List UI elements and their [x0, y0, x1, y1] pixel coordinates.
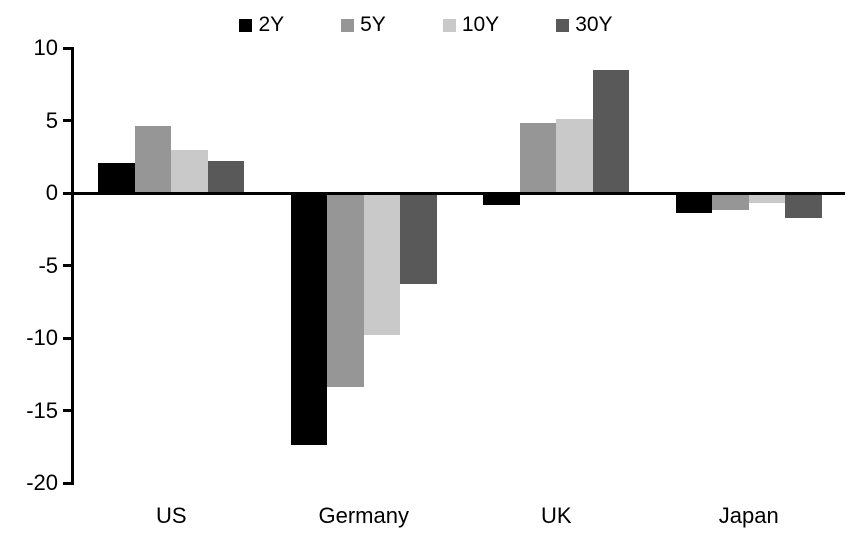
legend-item-30y: 30Y [556, 12, 613, 38]
x-category-label-uk: UK [540, 503, 572, 528]
legend-label: 30Y [575, 13, 613, 36]
y-tick-label: -5 [38, 252, 58, 278]
legend-item-5y: 5Y [341, 12, 386, 38]
legend-swatch-icon [442, 18, 456, 32]
bar-us-5y [134, 126, 172, 193]
bar-uk-2y [483, 193, 520, 205]
bar-germany-10y [363, 193, 401, 336]
legend-swatch-icon [239, 18, 253, 32]
y-tick-mark [63, 264, 72, 267]
bar-uk-5y [519, 123, 557, 193]
bar-uk-10y [556, 119, 593, 193]
zero-axis-line [71, 191, 845, 195]
bar-uk-30y [592, 69, 630, 193]
bar-japan-2y [675, 193, 713, 214]
legend-item-2y: 2Y [239, 12, 284, 38]
legend-label: 5Y [360, 13, 386, 36]
x-category-label-germany: Germany [318, 503, 409, 528]
y-tick-label: 0 [45, 180, 58, 205]
y-tick-label: -15 [26, 397, 58, 423]
legend-swatch-icon [556, 18, 570, 32]
bar-germany-5y [327, 193, 364, 388]
bar-japan-10y [748, 193, 786, 204]
y-tick-mark [63, 191, 72, 195]
bar-germany-2y [290, 193, 328, 446]
x-category-label-us: US [155, 503, 187, 528]
bar-us-30y [207, 161, 245, 193]
bar-japan-30y [785, 193, 822, 218]
y-tick-label: 10 [33, 35, 58, 60]
legend-label: 2Y [258, 13, 285, 36]
y-tick-mark [63, 409, 72, 412]
y-tick-mark [63, 336, 72, 340]
y-tick-mark [63, 481, 72, 485]
y-tick-label: -20 [26, 470, 58, 495]
x-category-label-japan: Japan [718, 503, 779, 528]
legend-label: 10Y [461, 13, 500, 36]
legend-item-10y: 10Y [442, 12, 500, 38]
y-axis-line [71, 46, 74, 485]
legend: 2Y 5Y 10Y 30Y [0, 12, 852, 38]
bar-germany-30y [400, 193, 437, 285]
y-tick-label: -10 [26, 325, 58, 350]
y-tick-mark [63, 46, 72, 50]
y-tick-label: 5 [45, 107, 58, 133]
bar-us-10y [171, 149, 208, 193]
legend-swatch-icon [341, 18, 355, 32]
bar-us-2y [98, 162, 135, 193]
y-tick-mark [63, 119, 72, 122]
bar-japan-5y [712, 193, 749, 211]
